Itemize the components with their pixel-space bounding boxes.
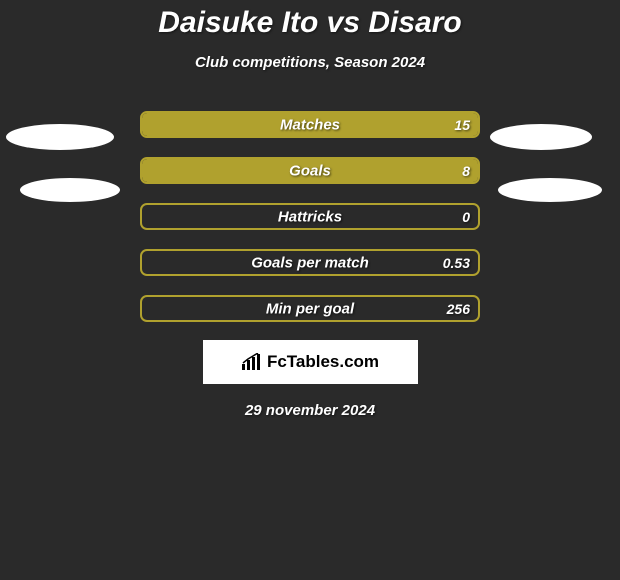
logo-text: FcTables.com [267, 352, 379, 372]
stat-value: 8 [462, 163, 470, 179]
stat-value: 0.53 [443, 255, 470, 271]
logo-box: FcTables.com [203, 340, 418, 384]
stat-label: Goals [289, 162, 331, 179]
stat-value: 15 [454, 117, 470, 133]
decorative-ellipse [6, 124, 114, 150]
stat-bar: Matches 15 [140, 111, 480, 138]
stat-row: Hattricks 0 [0, 203, 620, 230]
decorative-ellipse [498, 178, 602, 202]
stat-bar: Min per goal 256 [140, 295, 480, 322]
stat-bar: Goals per match 0.53 [140, 249, 480, 276]
decorative-ellipse [20, 178, 120, 202]
stat-value: 256 [447, 301, 470, 317]
stat-label: Matches [280, 116, 340, 133]
stat-bar: Goals 8 [140, 157, 480, 184]
subtitle: Club competitions, Season 2024 [0, 54, 620, 71]
stat-value: 0 [462, 209, 470, 225]
stat-row: Goals per match 0.53 [0, 249, 620, 276]
chart-icon [241, 353, 263, 371]
page-title: Daisuke Ito vs Disaro [0, 0, 620, 40]
stat-row: Min per goal 256 [0, 295, 620, 322]
stat-label: Hattricks [278, 208, 342, 225]
date-text: 29 november 2024 [0, 402, 620, 419]
stat-label: Goals per match [251, 254, 369, 271]
stat-bar: Hattricks 0 [140, 203, 480, 230]
stat-label: Min per goal [266, 300, 354, 317]
decorative-ellipse [490, 124, 592, 150]
